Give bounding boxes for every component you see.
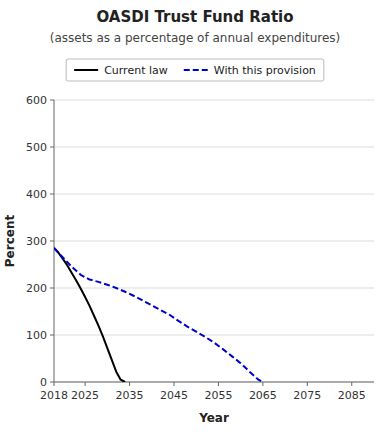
y-tick [50, 194, 54, 195]
x-tick-label: 2018 [40, 389, 68, 402]
plot-area [54, 248, 263, 382]
y-tick [50, 147, 54, 148]
y-tick-label: 0 [40, 376, 47, 389]
x-tick-label: 2075 [293, 389, 321, 402]
legend-box [66, 59, 324, 81]
legend-label: With this provision [214, 64, 316, 77]
x-tick-label: 2055 [204, 389, 232, 402]
series-line [54, 248, 263, 382]
x-tick-label: 2085 [338, 389, 366, 402]
legend-label: Current law [104, 64, 168, 77]
y-tick-label: 300 [26, 235, 47, 248]
x-axis-label: Year [198, 411, 229, 425]
legend-handle [74, 69, 98, 71]
y-tick-label: 100 [26, 329, 47, 342]
y-tick [50, 288, 54, 289]
series-line [54, 248, 125, 382]
x-tick [262, 382, 263, 386]
y-tick [50, 382, 54, 383]
x-tick [307, 382, 308, 386]
y-tick [50, 241, 54, 242]
y-tick [50, 335, 54, 336]
grid-line [54, 147, 374, 148]
x-tick [54, 382, 55, 386]
subtitle: (assets as a percentage of annual expend… [50, 31, 341, 45]
legend: Current law With this provision [66, 59, 324, 81]
y-tick-label: 200 [26, 282, 47, 295]
x-tick [351, 382, 352, 386]
legend-handle [184, 69, 208, 71]
grid-line [54, 382, 374, 383]
title: OASDI Trust Fund Ratio [96, 8, 293, 26]
x-tick-label: 2025 [71, 389, 99, 402]
grid-line [54, 194, 374, 195]
x-tick [85, 382, 86, 386]
x-axis-line [54, 382, 374, 383]
grid-line [54, 100, 374, 101]
y-tick-label: 600 [26, 94, 47, 107]
x-tick [174, 382, 175, 386]
grid-line [54, 241, 374, 242]
grid-line [54, 288, 374, 289]
grid [54, 100, 374, 382]
x-tick-label: 2065 [249, 389, 277, 402]
x-tick [129, 382, 130, 386]
y-tick-label: 400 [26, 188, 47, 201]
y-axis-label: Percent [3, 215, 17, 268]
x-tick-label: 2035 [116, 389, 144, 402]
chart: OASDI Trust Fund Ratio (assets as a perce… [0, 0, 390, 432]
y-tick-label: 500 [26, 141, 47, 154]
y-axis-line [54, 100, 55, 382]
y-tick [50, 100, 54, 101]
x-tick-label: 2045 [160, 389, 188, 402]
x-tick [218, 382, 219, 386]
